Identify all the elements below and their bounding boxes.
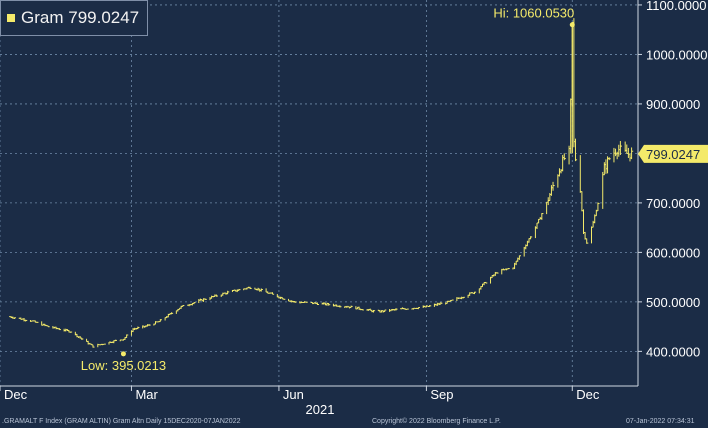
x-tick-label: Dec xyxy=(4,387,28,402)
x-tick-label: Dec xyxy=(576,387,600,402)
legend-series-name: Gram xyxy=(21,8,64,27)
x-axis-ticks: Dec Mar Jun Sep Dec xyxy=(0,386,600,402)
x-tick-label: Jun xyxy=(283,387,304,402)
last-value-tag-text: 799.0247 xyxy=(646,147,700,162)
legend-series-value: 799.0247 xyxy=(68,8,140,27)
low-annotation: Low: 395.0213 xyxy=(81,358,166,373)
y-tick-label: 1000.0000 xyxy=(646,47,707,62)
y-tick-label: 700.0000 xyxy=(646,196,700,211)
x-tick-label: Mar xyxy=(135,387,158,402)
footer: .GRAMALT F Index (GRAM ALTIN) Gram Altn … xyxy=(0,418,708,428)
y-tick-label: 600.0000 xyxy=(646,245,700,260)
last-value-tag-box xyxy=(638,144,708,163)
last-value-tag: 799.0247 xyxy=(638,144,708,163)
y-tick-label: 500.0000 xyxy=(646,295,700,310)
y-tick-label: 400.0000 xyxy=(646,344,700,359)
legend-swatch xyxy=(7,14,15,22)
y-tick-label: 1100.0000 xyxy=(646,0,707,13)
x-tick-label: Sep xyxy=(430,387,453,402)
price-bars xyxy=(9,18,634,348)
footer-security-info: .GRAMALT F Index (GRAM ALTIN) Gram Altn … xyxy=(2,418,241,425)
y-tick-label: 900.0000 xyxy=(646,97,700,112)
footer-timestamp: 07-Jan-2022 07:34:31 xyxy=(626,418,695,425)
hi-marker xyxy=(569,22,575,28)
legend: Gram 799.0247 xyxy=(0,0,149,36)
x-axis-year-label: 2021 xyxy=(306,402,335,417)
low-marker xyxy=(120,351,126,357)
grid-lines xyxy=(0,0,638,386)
annotations: Hi: 1060.0530 Low: 395.0213 xyxy=(81,6,575,373)
legend-label: Gram 799.0247 xyxy=(21,8,139,28)
footer-copyright: Copyright© 2022 Bloomberg Finance L.P. xyxy=(372,418,501,425)
hi-annotation: Hi: 1060.0530 xyxy=(493,6,574,21)
